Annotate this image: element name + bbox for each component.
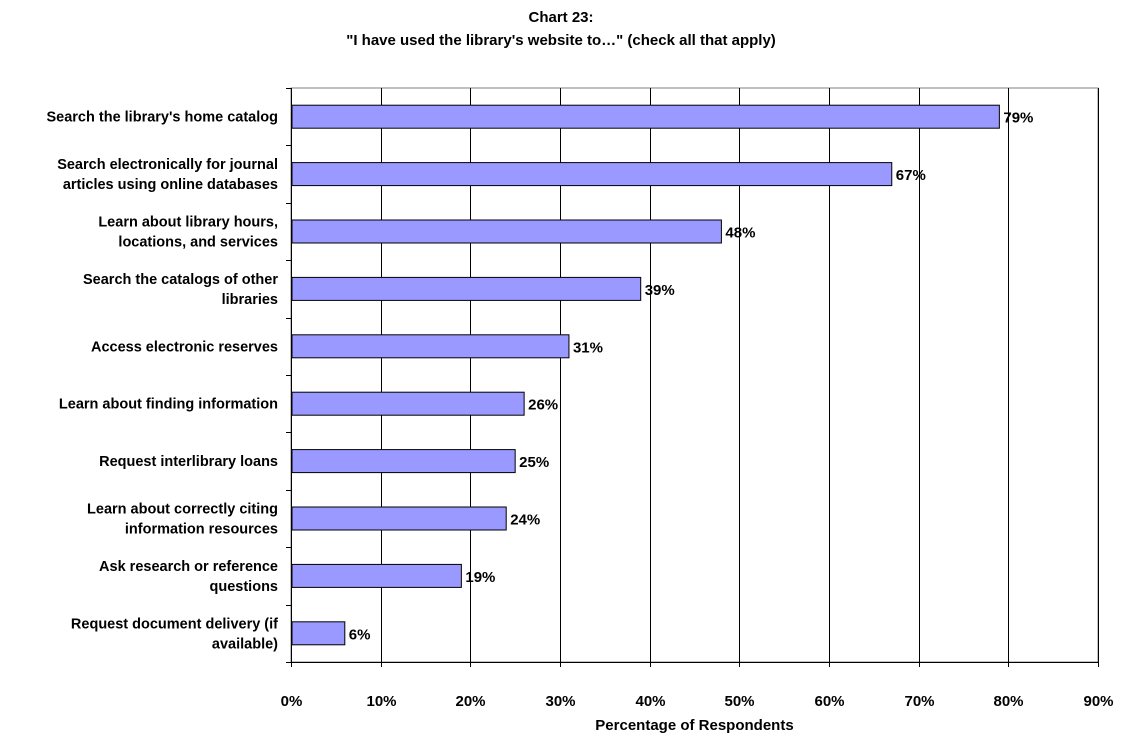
category-label: Search electronically for journal article…: [57, 157, 278, 193]
data-label: 67%: [896, 167, 926, 184]
chart-subtitle: "I have used the library's website to…" …: [346, 32, 776, 49]
x-tick-label: 10%: [366, 693, 396, 710]
bar: [291, 621, 346, 646]
x-tick-label: 40%: [635, 693, 665, 710]
x-tick-label: 20%: [455, 693, 485, 710]
data-label: 39%: [645, 282, 675, 299]
bar: [291, 391, 525, 416]
data-label: 24%: [510, 512, 540, 529]
data-label: 25%: [519, 454, 549, 471]
x-tick-label: 50%: [724, 693, 754, 710]
category-label: Ask research or reference questions: [99, 559, 278, 595]
category-label: Learn about correctly citing information …: [87, 502, 278, 538]
bar: [291, 219, 722, 244]
bar: [291, 104, 1000, 129]
chart-title: Chart 23: "I have used the library's web…: [0, 6, 1122, 52]
data-label: 19%: [465, 569, 495, 586]
x-tick-label: 70%: [904, 693, 934, 710]
category-label: Request document delivery (if available): [71, 616, 278, 652]
category-label: Search the library's home catalog: [46, 110, 278, 126]
bar: [291, 563, 462, 588]
x-tick-label: 80%: [993, 693, 1023, 710]
bar: [291, 449, 516, 474]
x-tick-label: 0%: [281, 693, 303, 710]
bar: [291, 276, 642, 301]
category-label: Learn about library hours, locations, and…: [98, 215, 278, 251]
x-axis-title: Percentage of Respondents: [595, 717, 793, 734]
bar: [291, 162, 893, 187]
category-label: Request interlibrary loans: [99, 454, 278, 470]
x-tick-label: 30%: [545, 693, 575, 710]
data-label: 6%: [349, 626, 371, 643]
data-label: 31%: [573, 339, 603, 356]
x-tick-label: 90%: [1083, 693, 1113, 710]
category-label: Access electronic reserves: [91, 339, 278, 355]
data-label: 48%: [725, 225, 755, 242]
chart-title-line1: Chart 23:: [528, 9, 594, 26]
x-tick-label: 60%: [814, 693, 844, 710]
category-label: Search the catalogs of other libraries: [83, 272, 278, 308]
bar: [291, 506, 507, 531]
data-label: 26%: [528, 397, 558, 414]
bar: [291, 334, 570, 359]
data-label: 79%: [1003, 110, 1033, 127]
category-label: Learn about finding information: [59, 397, 278, 413]
